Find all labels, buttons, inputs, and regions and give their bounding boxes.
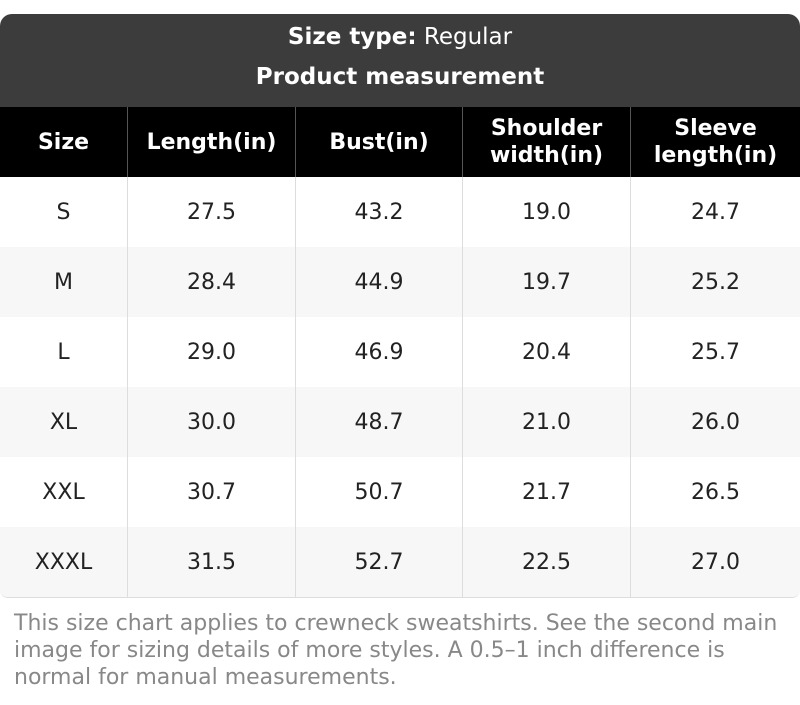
table-cell: 50.7 bbox=[296, 457, 463, 527]
table-cell: XXXL bbox=[0, 527, 128, 597]
column-header: Sleeve length(in) bbox=[653, 116, 778, 168]
table-row: L 29.0 46.9 20.4 25.7 bbox=[0, 317, 800, 387]
column-header: Bust(in) bbox=[296, 107, 463, 177]
table-cell: 25.2 bbox=[691, 269, 740, 295]
table-cell: 19.0 bbox=[463, 177, 631, 247]
table-row: M 28.4 44.9 19.7 25.2 bbox=[0, 247, 800, 317]
table-row: XXXL 31.5 52.7 22.5 27.0 bbox=[0, 527, 800, 597]
column-header: Length(in) bbox=[128, 107, 296, 177]
table-cell: 20.4 bbox=[463, 317, 631, 387]
table-cell: 19.7 bbox=[463, 247, 631, 317]
table-cell: 29.0 bbox=[128, 317, 296, 387]
table-cell: 21.0 bbox=[463, 387, 631, 457]
size-type: Size type: Regular bbox=[0, 14, 800, 59]
table-cell: L bbox=[0, 317, 128, 387]
table-cell: 52.7 bbox=[296, 527, 463, 597]
column-header: Size bbox=[0, 107, 128, 177]
size-type-label: Size type: bbox=[287, 24, 417, 50]
measurement-table: Size Length(in) Bust(in) Shoulder width(in)… bbox=[0, 107, 800, 598]
table-cell: 27.0 bbox=[691, 549, 740, 575]
table-cell: 30.7 bbox=[128, 457, 296, 527]
table-cell: 48.7 bbox=[296, 387, 463, 457]
table-cell: 26.5 bbox=[691, 479, 740, 505]
chart-header: Size type: Regular Product measurement bbox=[0, 14, 800, 107]
size-chart: Size type: Regular Product measurement S… bbox=[0, 14, 800, 598]
table-cell: 22.5 bbox=[463, 527, 631, 597]
header-title: Product measurement bbox=[255, 64, 545, 90]
header-row: Size Length(in) Bust(in) Shoulder width(in)… bbox=[0, 107, 800, 177]
table-cell: 27.5 bbox=[128, 177, 296, 247]
table-cell: XXL bbox=[0, 457, 128, 527]
table-cell: 46.9 bbox=[296, 317, 463, 387]
table-cell: 31.5 bbox=[128, 527, 296, 597]
table-cell: 21.7 bbox=[463, 457, 631, 527]
size-type-value: Regular bbox=[423, 24, 513, 50]
table-row: XXL 30.7 50.7 21.7 26.5 bbox=[0, 457, 800, 527]
table-cell: 43.2 bbox=[296, 177, 463, 247]
table-cell: 30.0 bbox=[128, 387, 296, 457]
table-cell: XL bbox=[0, 387, 128, 457]
table-cell: 44.9 bbox=[296, 247, 463, 317]
column-header: Shoulder width(in) bbox=[463, 107, 631, 177]
table-cell: S bbox=[0, 177, 128, 247]
table-cell: 24.7 bbox=[691, 199, 740, 225]
table-cell: 28.4 bbox=[128, 247, 296, 317]
table-cell: 25.7 bbox=[691, 339, 740, 365]
table-row: S 27.5 43.2 19.0 24.7 bbox=[0, 177, 800, 247]
footnote: This size chart applies to crewneck swea… bbox=[14, 611, 778, 690]
table-row: XL 30.0 48.7 21.0 26.0 bbox=[0, 387, 800, 457]
table-cell: M bbox=[0, 247, 128, 317]
table-cell: 26.0 bbox=[691, 409, 740, 435]
